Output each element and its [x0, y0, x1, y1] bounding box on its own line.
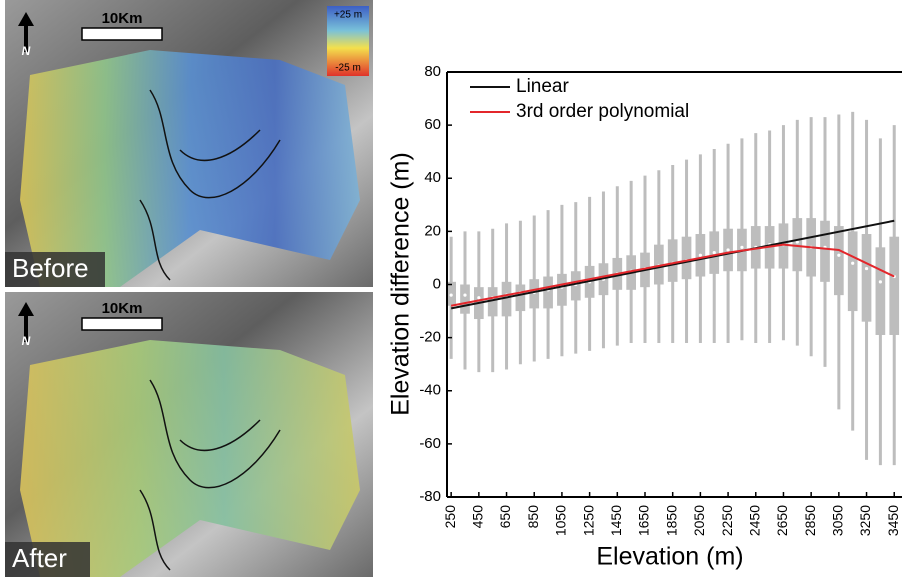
box	[861, 234, 872, 322]
box	[515, 284, 526, 312]
box	[847, 231, 858, 312]
x-tick-label: 850	[525, 505, 541, 529]
median	[837, 253, 841, 257]
map-after: 10Km N After	[5, 292, 373, 577]
box	[667, 239, 678, 282]
x-tick-label: 1450	[608, 505, 624, 536]
glacier-outline	[139, 89, 281, 281]
y-tick-label: 80	[424, 63, 441, 80]
box	[820, 220, 830, 282]
series-line	[450, 243, 895, 307]
box	[501, 281, 512, 317]
x-tick-label: 1050	[553, 505, 569, 536]
north-arrowhead	[18, 12, 34, 26]
elevation-difference-overlay	[20, 50, 360, 287]
median	[449, 293, 453, 297]
median	[712, 251, 716, 255]
x-tick-label: 650	[497, 505, 513, 529]
y-axis-title: Elevation difference (m)	[387, 152, 415, 416]
x-tick-label: 3250	[857, 505, 873, 536]
y-tick-label: -20	[419, 329, 441, 346]
colorbar	[327, 6, 369, 76]
y-tick-label: 40	[424, 169, 441, 186]
north-label: N	[22, 334, 31, 348]
median	[740, 245, 744, 249]
north-arrowhead	[18, 302, 34, 316]
label-box	[5, 542, 90, 577]
x-tick-label: 1850	[663, 505, 679, 536]
median	[851, 261, 855, 265]
median	[698, 253, 702, 257]
scale-label: 10Km	[102, 10, 143, 27]
legend-label: 3rd order polynomial	[516, 101, 689, 122]
y-tick-label: -60	[419, 435, 441, 452]
box-chart: Elevation (m) Elevation difference (m) L…	[387, 63, 902, 571]
elevation-difference-overlay	[20, 340, 360, 577]
box	[889, 236, 900, 335]
x-axis-title: Elevation (m)	[596, 543, 743, 571]
y-tick-label: -80	[419, 488, 441, 505]
x-tick-label: 2650	[774, 505, 790, 536]
x-tick-label: 2250	[719, 505, 735, 536]
x-tick-label: 2450	[746, 505, 762, 536]
north-label: N	[22, 44, 31, 58]
scale-bar	[81, 27, 163, 41]
panel-label: Before	[12, 253, 89, 283]
x-tick-label: 2050	[691, 505, 707, 536]
panel-label: After	[12, 543, 67, 573]
median	[463, 293, 467, 297]
label-box	[5, 252, 105, 287]
box	[792, 218, 803, 272]
y-tick-label: 20	[424, 222, 441, 239]
x-tick-label: 3050	[830, 505, 846, 536]
box	[834, 226, 844, 296]
box	[681, 236, 692, 280]
box	[543, 276, 553, 309]
y-tick-label: -40	[419, 382, 441, 399]
box	[487, 287, 498, 317]
y-tick-label: 0	[433, 275, 441, 292]
box	[460, 284, 470, 314]
x-tick-label: 2850	[802, 505, 818, 536]
colorbar-min: -25 m	[335, 63, 361, 74]
y-tick-label: 60	[424, 116, 441, 133]
x-tick-label: 1250	[580, 505, 596, 536]
x-tick-label: 450	[470, 505, 486, 529]
map-before: 10Km N +25 m -25 m Before	[5, 0, 373, 287]
colorbar-max: +25 m	[334, 10, 362, 21]
glacier-outline	[139, 379, 281, 571]
box	[875, 247, 886, 335]
series-line	[450, 219, 895, 310]
scale-bar	[81, 317, 163, 331]
x-tick-label: 3450	[885, 505, 901, 536]
box	[557, 273, 567, 306]
x-tick-label: 1650	[636, 505, 652, 536]
median	[878, 280, 882, 284]
median	[477, 296, 481, 300]
median	[795, 240, 799, 244]
scale-label: 10Km	[102, 300, 143, 317]
legend-label: Linear	[516, 76, 569, 97]
x-tick-label: 250	[442, 505, 458, 529]
median	[726, 248, 730, 252]
median	[864, 266, 869, 271]
